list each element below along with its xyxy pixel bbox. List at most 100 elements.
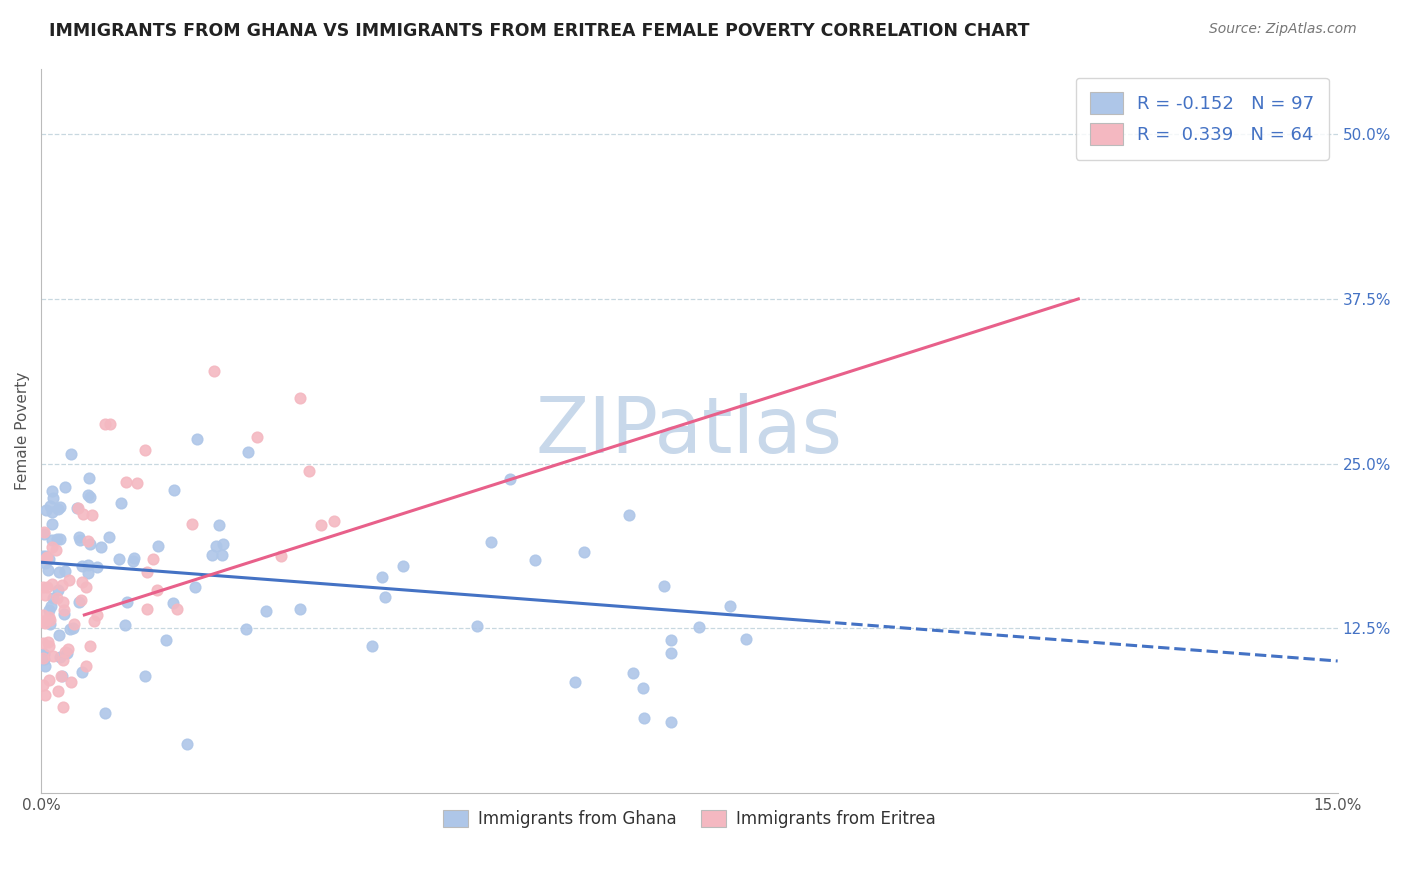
Point xyxy=(70,574,93,589)
Point xyxy=(80,508,103,522)
Point xyxy=(42,491,65,506)
Point xyxy=(38,610,60,624)
Point xyxy=(32,650,55,665)
Point xyxy=(98,531,121,545)
Point xyxy=(35,550,58,565)
Point xyxy=(77,558,100,572)
Point xyxy=(67,501,90,516)
Point xyxy=(479,535,502,549)
Point xyxy=(76,659,98,673)
Point xyxy=(35,549,58,564)
Text: Source: ZipAtlas.com: Source: ZipAtlas.com xyxy=(1209,22,1357,37)
Point xyxy=(290,391,312,405)
Point xyxy=(77,488,100,502)
Point xyxy=(31,678,53,692)
Point xyxy=(38,673,60,688)
Point xyxy=(617,508,640,523)
Point xyxy=(56,642,79,657)
Point xyxy=(94,706,117,721)
Point xyxy=(35,503,58,517)
Point xyxy=(288,602,311,616)
Point xyxy=(41,533,63,547)
Point xyxy=(86,559,108,574)
Point xyxy=(62,617,84,632)
Point xyxy=(79,536,101,550)
Point xyxy=(238,445,260,459)
Point xyxy=(208,518,231,533)
Point xyxy=(75,580,97,594)
Point xyxy=(79,639,101,653)
Point xyxy=(38,639,60,653)
Point xyxy=(48,566,70,580)
Point xyxy=(523,552,546,566)
Text: ZIPatlas: ZIPatlas xyxy=(536,392,842,468)
Point xyxy=(34,556,56,570)
Point xyxy=(94,417,117,431)
Point xyxy=(735,632,758,646)
Point xyxy=(211,537,233,551)
Point xyxy=(392,559,415,574)
Point xyxy=(465,618,488,632)
Point xyxy=(45,532,67,546)
Point xyxy=(34,688,56,702)
Point xyxy=(32,648,55,662)
Point xyxy=(35,580,58,594)
Point xyxy=(572,545,595,559)
Point xyxy=(621,666,644,681)
Point xyxy=(79,490,101,504)
Point xyxy=(211,548,233,562)
Point xyxy=(51,668,73,682)
Point xyxy=(661,633,683,648)
Point xyxy=(37,563,59,577)
Point xyxy=(41,540,63,554)
Point xyxy=(323,514,346,528)
Point xyxy=(32,648,55,662)
Point xyxy=(31,549,53,563)
Point xyxy=(34,659,56,673)
Point xyxy=(67,595,90,609)
Point xyxy=(718,599,741,613)
Point xyxy=(107,552,129,566)
Point xyxy=(41,517,63,532)
Point xyxy=(155,632,177,647)
Point xyxy=(41,505,63,519)
Point xyxy=(67,530,90,544)
Point xyxy=(110,496,132,510)
Point xyxy=(35,551,58,566)
Point xyxy=(688,620,710,634)
Point xyxy=(76,566,98,581)
Point xyxy=(163,483,186,497)
Point xyxy=(86,607,108,622)
Point xyxy=(41,576,63,591)
Point xyxy=(136,602,159,616)
Point xyxy=(77,471,100,485)
Point xyxy=(176,737,198,751)
Point xyxy=(46,501,69,516)
Point xyxy=(90,541,112,555)
Point xyxy=(49,500,72,514)
Point xyxy=(65,500,87,515)
Point xyxy=(122,550,145,565)
Point xyxy=(659,714,682,729)
Point xyxy=(46,591,69,605)
Point xyxy=(270,549,292,563)
Point xyxy=(34,588,56,602)
Point xyxy=(58,574,80,588)
Point xyxy=(49,533,72,547)
Point xyxy=(205,539,228,553)
Point xyxy=(46,684,69,698)
Point xyxy=(39,599,62,614)
Point xyxy=(32,614,55,628)
Point xyxy=(38,603,60,617)
Point xyxy=(37,634,59,648)
Point xyxy=(146,540,169,554)
Point xyxy=(32,580,55,594)
Point xyxy=(34,616,56,631)
Point xyxy=(127,475,149,490)
Point xyxy=(309,518,332,533)
Point xyxy=(48,628,70,642)
Point xyxy=(659,646,682,660)
Point xyxy=(55,645,77,659)
Point xyxy=(135,565,157,579)
Point xyxy=(298,464,321,478)
